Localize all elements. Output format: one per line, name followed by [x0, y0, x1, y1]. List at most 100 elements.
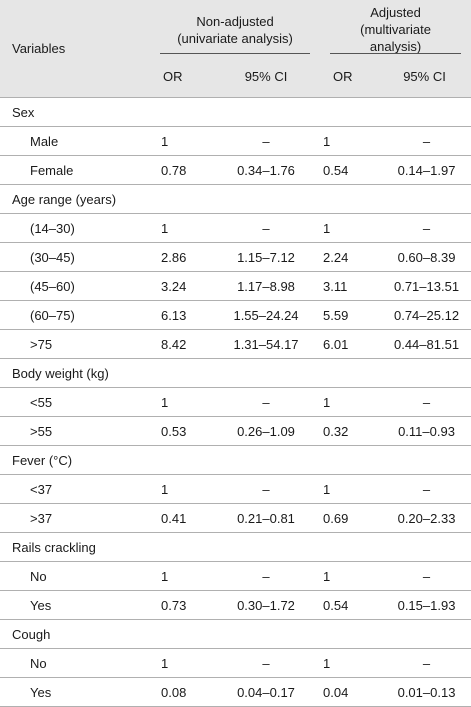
or-nonadjusted: 1 [150, 387, 212, 417]
or-nonadjusted: 1 [150, 561, 212, 591]
variable-level: <55 [0, 387, 150, 417]
table-header: Variables Non-adjusted (univariate analy… [0, 0, 471, 98]
nonadjusted-header-line2: (univariate analysis) [177, 30, 293, 46]
adjusted-header: Adjusted (multivariate analysis) [320, 0, 471, 55]
or-adjusted: 0.54 [320, 590, 379, 620]
table-row: <55 1–1– [0, 387, 471, 417]
or-nonadjusted: 0.73 [150, 590, 212, 620]
ci-adjusted: 0.60–8.39 [378, 242, 471, 272]
nonadjusted-header-line1: Non-adjusted [196, 13, 274, 29]
or-nonadjusted: 0.41 [150, 503, 212, 533]
variable-level: Female [0, 155, 150, 185]
or-header-adjusted: OR [320, 55, 379, 98]
or-header-nonadjusted: OR [150, 55, 212, 98]
adjusted-header-line3: analysis) [369, 39, 422, 54]
table-row: >55 0.53 0.26–1.09 0.32 0.11–0.93 [0, 416, 471, 446]
ci-adjusted: 0.20–2.33 [378, 503, 471, 533]
ci-adjusted: – [378, 387, 471, 417]
category-row: Cough [0, 619, 471, 649]
variable-level: >55 [0, 416, 150, 446]
adjusted-rule [330, 53, 462, 54]
ci-nonadjusted: – [212, 126, 321, 156]
variable-level: (45–60) [0, 271, 150, 301]
or-nonadjusted: 0.78 [150, 155, 212, 185]
table-row: (30–45) 2.86 1.15–7.12 2.24 0.60–8.39 [0, 242, 471, 272]
ci-nonadjusted: 0.26–1.09 [212, 416, 321, 446]
ci-nonadjusted: 0.21–0.81 [212, 503, 321, 533]
ci-nonadjusted: 1.17–8.98 [212, 271, 321, 301]
or-adjusted: 5.59 [320, 300, 379, 330]
or-adjusted: 1 [320, 561, 379, 591]
ci-nonadjusted: – [212, 387, 321, 417]
ci-nonadjusted: – [212, 648, 321, 678]
or-adjusted: 2.24 [320, 242, 379, 272]
table-row: Female 0.78 0.34–1.76 0.54 0.14–1.97 [0, 155, 471, 185]
variable-level: Male [0, 126, 150, 156]
adjusted-header-line1: Adjusted [370, 5, 421, 20]
adjusted-header-line2: (multivariate [360, 22, 431, 37]
ci-adjusted: 0.71–13.51 [378, 271, 471, 301]
table-row: <37 1–1– [0, 474, 471, 504]
or-adjusted: 1 [320, 126, 379, 156]
or-adjusted: 1 [320, 213, 379, 243]
ci-adjusted: 0.11–0.93 [378, 416, 471, 446]
or-nonadjusted: 3.24 [150, 271, 212, 301]
ci-nonadjusted: 1.55–24.24 [212, 300, 321, 330]
variable-level: >37 [0, 503, 150, 533]
category-label: Rails crackling [0, 532, 471, 562]
table-row: (45–60) 3.24 1.17–8.98 3.11 0.71–13.51 [0, 271, 471, 301]
category-label: Sex [0, 97, 471, 127]
category-row: Body weight (kg) [0, 358, 471, 388]
category-label: Body weight (kg) [0, 358, 471, 388]
ci-adjusted: – [378, 126, 471, 156]
category-label: Fever (°C) [0, 445, 471, 475]
nonadjusted-header: Non-adjusted (univariate analysis) [150, 0, 320, 55]
or-adjusted: 0.32 [320, 416, 379, 446]
category-row: Age range (years) [0, 184, 471, 214]
or-nonadjusted: 6.13 [150, 300, 212, 330]
nonadjusted-rule [160, 53, 311, 54]
variable-level: Yes [0, 677, 150, 707]
variable-level: No [0, 561, 150, 591]
variable-level: >75 [0, 329, 150, 359]
variable-level: No [0, 648, 150, 678]
ci-adjusted: – [378, 561, 471, 591]
ci-adjusted: – [378, 213, 471, 243]
category-row: Rails crackling [0, 532, 471, 562]
or-adjusted: 0.04 [320, 677, 379, 707]
ci-header-adjusted: 95% CI [378, 55, 471, 98]
or-adjusted: 6.01 [320, 329, 379, 359]
variable-level: (60–75) [0, 300, 150, 330]
ci-adjusted: 0.15–1.93 [378, 590, 471, 620]
ci-nonadjusted: 1.31–54.17 [212, 329, 321, 359]
ci-nonadjusted: – [212, 561, 321, 591]
table-row: (60–75) 6.13 1.55–24.24 5.59 0.74–25.12 [0, 300, 471, 330]
variable-level: (14–30) [0, 213, 150, 243]
or-adjusted: 1 [320, 474, 379, 504]
ci-adjusted: 0.44–81.51 [378, 329, 471, 359]
table-row: No 1–1– [0, 561, 471, 591]
table-row: >37 0.41 0.21–0.81 0.69 0.20–2.33 [0, 503, 471, 533]
variables-header: Variables [0, 0, 150, 98]
variable-level: Yes [0, 590, 150, 620]
or-adjusted: 0.54 [320, 155, 379, 185]
ci-nonadjusted: 0.34–1.76 [212, 155, 321, 185]
ci-header-nonadjusted: 95% CI [212, 55, 321, 98]
category-row: Sex [0, 97, 471, 127]
ci-nonadjusted: 1.15–7.12 [212, 242, 321, 272]
variable-level: <37 [0, 474, 150, 504]
ci-adjusted: 0.14–1.97 [378, 155, 471, 185]
ci-adjusted: 0.74–25.12 [378, 300, 471, 330]
ci-nonadjusted: – [212, 474, 321, 504]
category-row: Fever (°C) [0, 445, 471, 475]
or-nonadjusted: 1 [150, 648, 212, 678]
or-nonadjusted: 1 [150, 213, 212, 243]
or-nonadjusted: 1 [150, 126, 212, 156]
ci-nonadjusted: 0.04–0.17 [212, 677, 321, 707]
table-row: Yes 0.73 0.30–1.72 0.54 0.15–1.93 [0, 590, 471, 620]
table-row: Yes 0.08 0.04–0.17 0.04 0.01–0.13 [0, 677, 471, 707]
ci-nonadjusted: 0.30–1.72 [212, 590, 321, 620]
variable-level: (30–45) [0, 242, 150, 272]
or-adjusted: 3.11 [320, 271, 379, 301]
